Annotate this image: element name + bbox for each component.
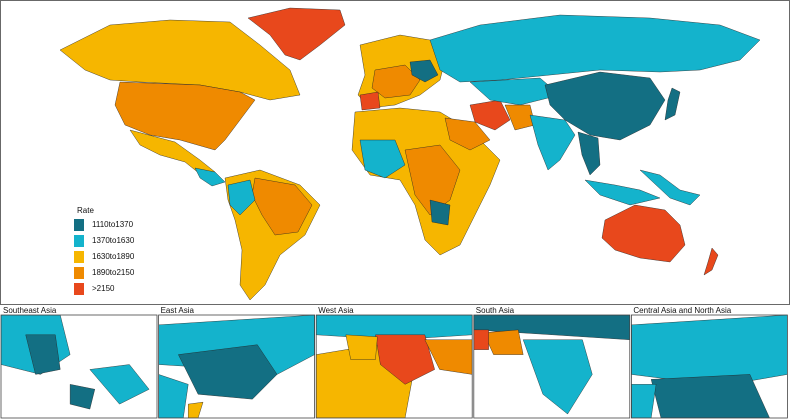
country: [639, 169, 701, 206]
country: [544, 71, 666, 141]
inset-map: [316, 315, 473, 418]
inset-map: [158, 315, 315, 418]
country: [469, 77, 561, 106]
country: [664, 87, 681, 121]
inset-frame: [473, 314, 631, 419]
country: [473, 315, 630, 340]
inset-map: [1, 315, 157, 418]
country: [194, 167, 226, 187]
country: [584, 179, 661, 206]
inset-maps: Southeast Asia East Asia West Asia South As…: [0, 306, 788, 419]
legend-label: 1890to2150: [92, 268, 135, 277]
country: [483, 329, 524, 355]
country: [424, 339, 473, 375]
legend-swatch: [74, 251, 84, 263]
country: [577, 131, 601, 176]
country: [227, 179, 256, 216]
country: [25, 334, 61, 375]
country: [473, 329, 489, 350]
country: [178, 344, 278, 400]
country: [114, 81, 256, 151]
country: [429, 14, 761, 83]
world-map: [59, 7, 761, 301]
legend-swatch: [74, 219, 84, 231]
inset-frame: [315, 314, 473, 419]
country: [158, 374, 189, 418]
country: [375, 334, 435, 385]
country: [601, 204, 686, 263]
legend-label: 1110to1370: [92, 220, 134, 229]
legend-title: Rate: [77, 206, 94, 215]
country: [247, 7, 346, 61]
inset-frame: [0, 314, 158, 419]
country: [371, 64, 421, 99]
country: [631, 315, 788, 385]
country: [59, 19, 301, 101]
country: [188, 401, 204, 418]
country: [429, 199, 451, 226]
country: [404, 144, 461, 216]
inset-title: South Asia: [476, 306, 515, 315]
country: [359, 139, 406, 179]
country: [316, 315, 473, 340]
country: [359, 91, 381, 111]
country: [89, 364, 150, 405]
country: [522, 339, 593, 415]
inset-map: [631, 315, 788, 418]
inset-frame: [631, 314, 788, 419]
country: [650, 374, 770, 418]
country: [345, 334, 378, 360]
legend-swatch: [74, 283, 84, 295]
country: [69, 384, 96, 410]
legend-label: 1370to1630: [92, 236, 135, 245]
inset-frame: [158, 314, 316, 419]
country: [529, 114, 576, 171]
country: [444, 117, 491, 151]
inset-map: [473, 315, 630, 418]
inset-title: Southeast Asia: [3, 306, 57, 315]
country: [631, 384, 657, 418]
legend-label: 1630to1890: [92, 252, 135, 261]
inset-title: West Asia: [318, 306, 354, 315]
legend-swatch: [74, 267, 84, 279]
country: [409, 59, 439, 83]
legend-swatch: [74, 235, 84, 247]
inset-title: Central Asia and North Asia: [633, 306, 731, 315]
country: [703, 247, 719, 276]
legend-label: >2150: [92, 284, 115, 293]
inset-title: East Asia: [161, 306, 195, 315]
legend: Rate 1110to1370 1370to1630 1630to1890 1890t…: [74, 206, 135, 295]
